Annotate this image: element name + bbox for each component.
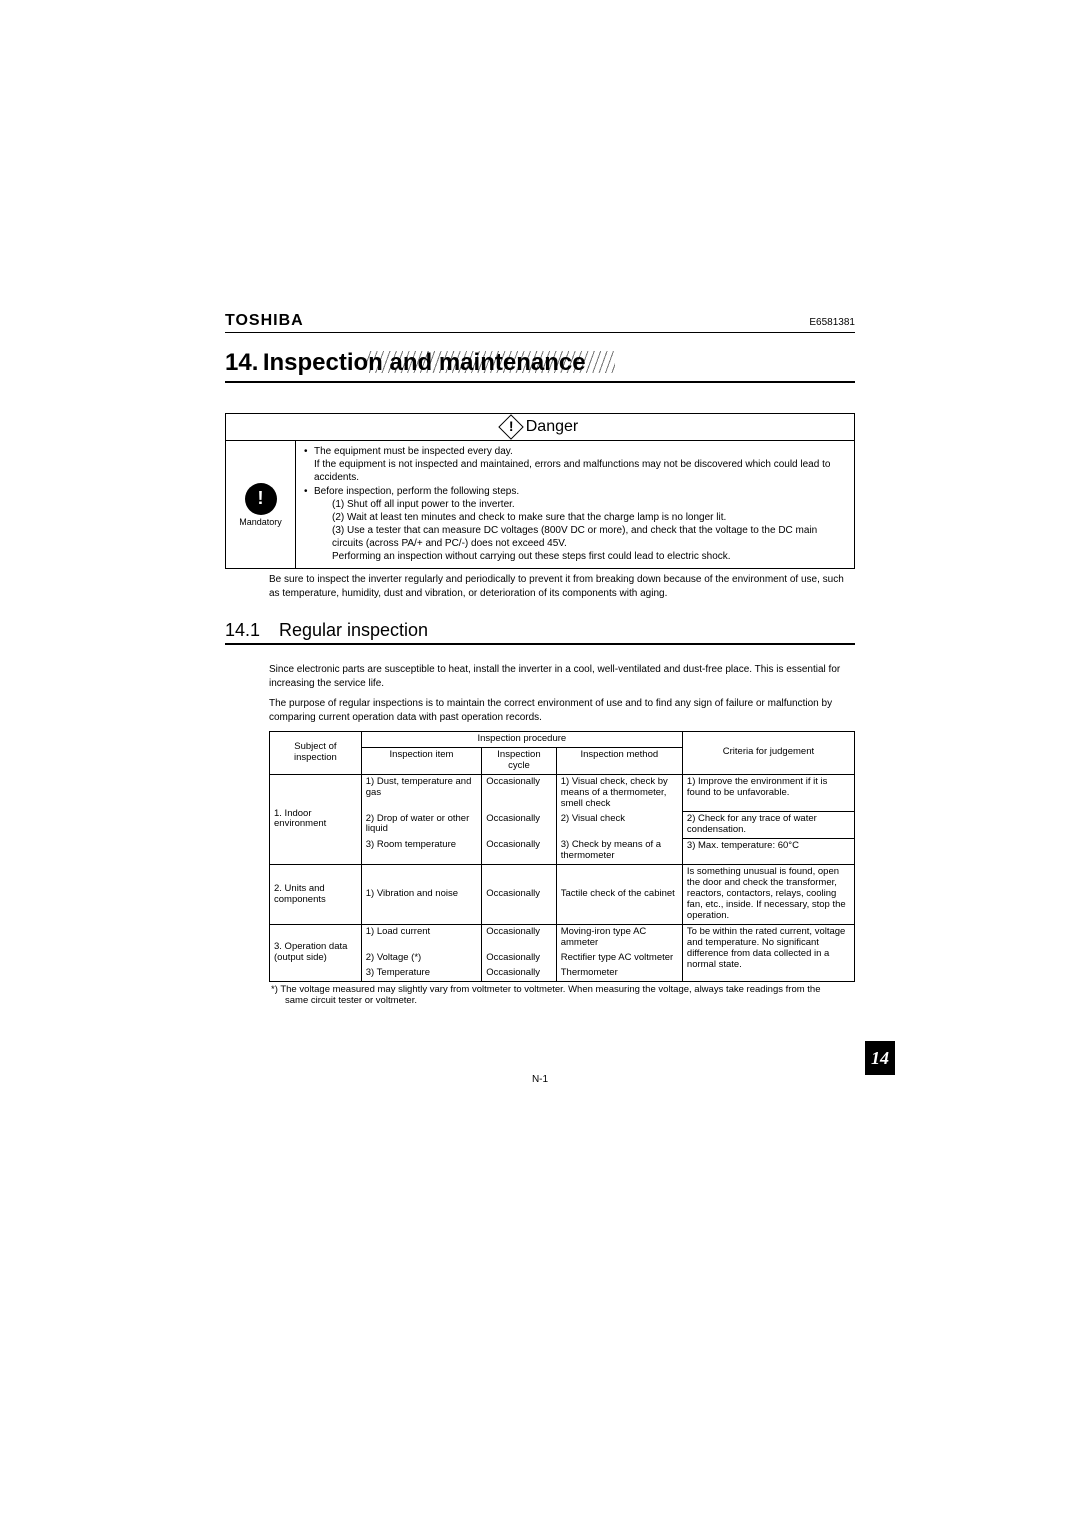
table-footnote: *) The voltage measured may slightly var… bbox=[225, 984, 855, 1007]
cell: 2) Check for any trace of water condensa… bbox=[682, 812, 854, 839]
danger-sub: Performing an inspection without carryin… bbox=[314, 550, 846, 563]
cell: Rectifier type AC voltmeter bbox=[556, 951, 682, 966]
chapter-heading: 14. Inspection and maintenance bbox=[225, 349, 855, 383]
inspection-table: Subject of inspection Inspection procedu… bbox=[269, 731, 855, 982]
danger-sub: (1) Shut off all input power to the inve… bbox=[314, 498, 846, 511]
col-procedure: Inspection procedure bbox=[361, 732, 682, 748]
cell: 2) Drop of water or other liquid bbox=[361, 812, 481, 839]
cell: 1) Load current bbox=[361, 924, 481, 950]
cell: Occasionally bbox=[482, 966, 557, 981]
cell: Tactile check of the cabinet bbox=[556, 865, 682, 925]
danger-followup: Be sure to inspect the inverter regularl… bbox=[225, 573, 855, 600]
page-number: N-1 bbox=[225, 1074, 855, 1085]
table-row: 1. Indoor environment 1) Dust, temperatu… bbox=[270, 774, 855, 811]
cell: Moving-iron type AC ammeter bbox=[556, 924, 682, 950]
cell-subject: 3. Operation data (output side) bbox=[270, 924, 362, 981]
danger-bullet: The equipment must be inspected every da… bbox=[304, 445, 846, 484]
cell: Occasionally bbox=[482, 924, 557, 950]
col-criteria: Criteria for judgement bbox=[682, 732, 854, 775]
cell: 2) Visual check bbox=[556, 812, 682, 839]
cell: 2) Voltage (*) bbox=[361, 951, 481, 966]
warning-icon: ! bbox=[498, 414, 523, 439]
danger-label: Danger bbox=[526, 418, 578, 436]
cell: Is something unusual is found, open the … bbox=[682, 865, 854, 925]
danger-text: The equipment must be inspected every da… bbox=[296, 441, 854, 568]
cell-subject: 1. Indoor environment bbox=[270, 774, 362, 864]
table-header-row: Subject of inspection Inspection procedu… bbox=[270, 732, 855, 748]
table-row: 2. Units and components 1) Vibration and… bbox=[270, 865, 855, 925]
cell: 1) Improve the environment if it is foun… bbox=[682, 774, 854, 811]
cell: 3) Temperature bbox=[361, 966, 481, 981]
section-intro: Since electronic parts are susceptible t… bbox=[225, 663, 855, 725]
cell-subject: 2. Units and components bbox=[270, 865, 362, 925]
mandatory-label: Mandatory bbox=[239, 517, 282, 527]
cell: Occasionally bbox=[482, 812, 557, 839]
cell: Thermometer bbox=[556, 966, 682, 981]
danger-heading: ! Danger bbox=[226, 414, 854, 441]
cell: Occasionally bbox=[482, 865, 557, 925]
document-number: E6581381 bbox=[809, 317, 855, 328]
danger-bullet: Before inspection, perform the following… bbox=[304, 485, 846, 563]
cell: 1) Visual check, check by means of a the… bbox=[556, 774, 682, 811]
section-title: Regular inspection bbox=[279, 620, 428, 640]
danger-sub: (3) Use a tester that can measure DC vol… bbox=[314, 524, 846, 550]
col-cycle: Inspection cycle bbox=[482, 747, 557, 774]
danger-sub: (2) Wait at least ten minutes and check … bbox=[314, 511, 846, 524]
cell: 3) Max. temperature: 60°C bbox=[682, 838, 854, 864]
chapter-title: Inspection and maintenance bbox=[263, 349, 586, 377]
section-heading: 14.1 Regular inspection bbox=[225, 620, 855, 645]
header: TOSHIBA E6581381 bbox=[225, 312, 855, 333]
col-method: Inspection method bbox=[556, 747, 682, 774]
mandatory-icon: ! bbox=[245, 483, 277, 515]
cell: Occasionally bbox=[482, 951, 557, 966]
cell: 1) Dust, temperature and gas bbox=[361, 774, 481, 811]
brand-logo: TOSHIBA bbox=[225, 312, 304, 330]
mandatory-cell: ! Mandatory bbox=[226, 441, 296, 568]
cell: 3) Room temperature bbox=[361, 838, 481, 864]
cell: Occasionally bbox=[482, 774, 557, 811]
table-row: 3. Operation data (output side) 1) Load … bbox=[270, 924, 855, 950]
danger-box: ! Danger ! Mandatory The equipment must … bbox=[225, 413, 855, 569]
cell: To be within the rated current, voltage … bbox=[682, 924, 854, 981]
intro-paragraph: Since electronic parts are susceptible t… bbox=[269, 663, 855, 691]
cell: Occasionally bbox=[482, 838, 557, 864]
chapter-number: 14. bbox=[225, 349, 258, 377]
col-item: Inspection item bbox=[361, 747, 481, 774]
page-content: TOSHIBA E6581381 14. Inspection and main… bbox=[225, 312, 855, 1085]
col-subject: Subject of inspection bbox=[270, 732, 362, 775]
danger-body: ! Mandatory The equipment must be inspec… bbox=[226, 441, 854, 568]
intro-paragraph: The purpose of regular inspections is to… bbox=[269, 697, 855, 725]
cell: 3) Check by means of a thermometer bbox=[556, 838, 682, 864]
cell: 1) Vibration and noise bbox=[361, 865, 481, 925]
chapter-tab: 14 bbox=[865, 1041, 895, 1075]
section-number: 14.1 bbox=[225, 620, 260, 640]
